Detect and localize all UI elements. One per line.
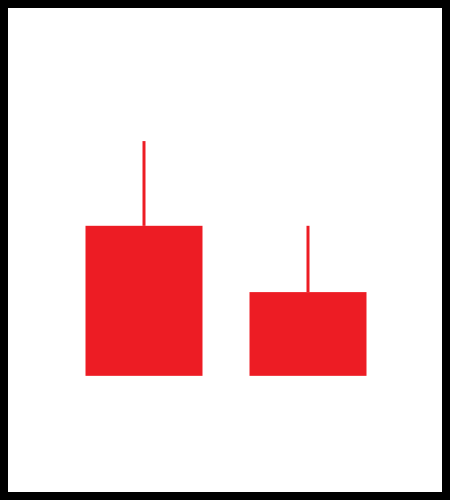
candle-1-body <box>85 225 203 376</box>
candle-2 <box>249 225 367 376</box>
candle-2-body <box>249 292 367 376</box>
candle-2-wick <box>306 225 310 293</box>
candlestick-chart <box>85 141 367 376</box>
chart-canvas <box>8 8 442 492</box>
candle-1-wick <box>142 141 146 226</box>
candles-layer <box>85 141 367 376</box>
candle-1 <box>85 141 203 376</box>
